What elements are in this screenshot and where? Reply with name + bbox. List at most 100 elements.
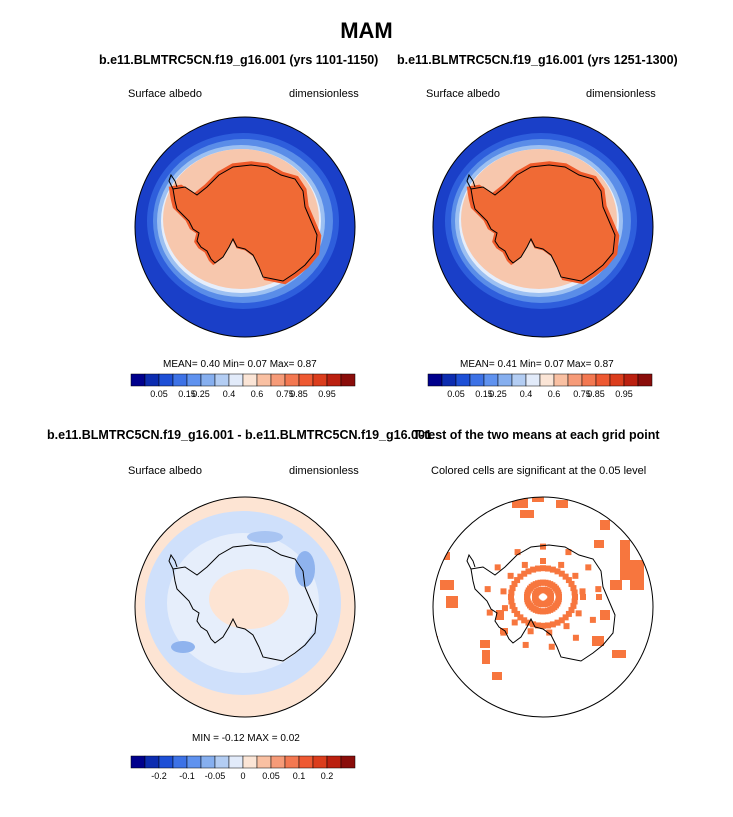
colorbar-swatch bbox=[285, 756, 299, 768]
significant-cell bbox=[595, 586, 601, 592]
colorbar-2: 0.05 0.150.25 0.4 0.6 0.750.85 0.95 bbox=[428, 374, 652, 399]
colorbar-tick-label: 0.05 bbox=[447, 389, 465, 399]
significant-cell bbox=[487, 610, 493, 616]
colorbar-swatch bbox=[215, 756, 229, 768]
colorbar-swatch bbox=[299, 374, 313, 386]
colorbar-tick-label: 0.95 bbox=[615, 389, 633, 399]
significant-cell bbox=[580, 594, 586, 600]
colorbar-tick-label: -0.2 bbox=[151, 771, 167, 781]
colorbar-swatch bbox=[285, 374, 299, 386]
significant-cell bbox=[610, 580, 622, 590]
significant-cell bbox=[572, 589, 578, 595]
colorbar-swatch bbox=[638, 374, 652, 386]
significant-cell bbox=[508, 573, 514, 579]
colorbar-tick-label: 0.85 bbox=[587, 389, 605, 399]
significant-cell bbox=[556, 592, 562, 598]
colorbar-swatch bbox=[145, 374, 159, 386]
panel-1-map bbox=[135, 117, 355, 337]
colorbar-swatch bbox=[243, 374, 257, 386]
colorbar-swatch bbox=[540, 374, 554, 386]
colorbar-tick-label: 0.6 bbox=[548, 389, 561, 399]
colorbar-swatch bbox=[526, 374, 540, 386]
significant-cell bbox=[556, 500, 568, 508]
colorbar-3: -0.2 -0.1 -0.05 0 0.05 0.1 0.2 bbox=[131, 756, 355, 781]
colorbar-swatch bbox=[159, 756, 173, 768]
colorbar-swatch bbox=[610, 374, 624, 386]
significant-cell bbox=[492, 672, 502, 680]
colorbar-swatch bbox=[596, 374, 610, 386]
colorbar-swatch bbox=[498, 374, 512, 386]
significant-cell bbox=[482, 650, 490, 664]
significant-cell bbox=[446, 596, 458, 608]
significant-cell bbox=[540, 558, 546, 564]
significant-cell bbox=[523, 642, 529, 648]
colorbar-tick-label: 0.4 bbox=[520, 389, 533, 399]
colorbar-swatch bbox=[341, 374, 355, 386]
colorbar-swatch bbox=[201, 756, 215, 768]
colorbar-tick-label: -0.05 bbox=[205, 771, 226, 781]
colorbar-tick-label: 0.25 bbox=[192, 389, 210, 399]
significant-cell bbox=[585, 564, 591, 570]
colorbar-swatch bbox=[327, 374, 341, 386]
significant-cell bbox=[502, 605, 508, 611]
colorbar-swatch bbox=[243, 756, 257, 768]
colorbar-tick-label: 0.95 bbox=[318, 389, 336, 399]
colorbar-swatch bbox=[215, 374, 229, 386]
colorbar-swatch bbox=[624, 374, 638, 386]
colorbar-swatch bbox=[313, 756, 327, 768]
panel-2-map bbox=[433, 117, 653, 337]
colorbar-tick-label: 0.6 bbox=[251, 389, 264, 399]
colorbar-tick-label: 0.85 bbox=[290, 389, 308, 399]
colorbar-swatch bbox=[341, 756, 355, 768]
colorbar-tick-label: -0.1 bbox=[179, 771, 195, 781]
significant-cell bbox=[512, 619, 518, 625]
colorbar-swatch bbox=[173, 756, 187, 768]
colorbar-tick-label: 0.1 bbox=[293, 771, 306, 781]
colorbar-1: 0.05 0.150.25 0.4 0.6 0.750.85 0.95 bbox=[131, 374, 355, 399]
significant-cell bbox=[580, 588, 586, 594]
significant-cell bbox=[606, 500, 614, 508]
significant-cell bbox=[600, 520, 610, 530]
colorbar-swatch bbox=[187, 756, 201, 768]
colorbar-swatch bbox=[299, 756, 313, 768]
colorbar-swatch bbox=[201, 374, 215, 386]
colorbar-tick-label: 0.25 bbox=[489, 389, 507, 399]
colorbar-swatch bbox=[131, 756, 145, 768]
colorbar-tick-label: 0.05 bbox=[150, 389, 168, 399]
significant-cell bbox=[592, 636, 604, 646]
significant-cell bbox=[522, 562, 528, 568]
significant-cell bbox=[548, 593, 554, 599]
significant-cell bbox=[576, 610, 582, 616]
significant-cell bbox=[596, 594, 602, 600]
significant-cell bbox=[558, 562, 564, 568]
significant-cell bbox=[528, 628, 534, 634]
significant-cell bbox=[572, 573, 578, 579]
colorbar-swatch bbox=[554, 374, 568, 386]
significant-cell bbox=[485, 586, 491, 592]
significant-cell bbox=[549, 644, 555, 650]
colorbar-swatch bbox=[327, 756, 341, 768]
colorbar-tick-label: 0 bbox=[240, 771, 245, 781]
significant-cell bbox=[620, 540, 630, 580]
significant-cell bbox=[495, 564, 501, 570]
colorbar-swatch bbox=[313, 374, 327, 386]
colorbar-swatch bbox=[131, 374, 145, 386]
colorbar-swatch bbox=[257, 756, 271, 768]
significant-cell bbox=[440, 580, 454, 590]
significant-cell bbox=[564, 623, 570, 629]
significant-cell bbox=[600, 610, 610, 620]
colorbar-swatch bbox=[484, 374, 498, 386]
colorbar-swatch bbox=[257, 374, 271, 386]
significant-cell bbox=[573, 635, 579, 641]
significant-cell bbox=[480, 640, 490, 648]
significant-cell bbox=[594, 540, 604, 548]
significant-cell bbox=[496, 610, 504, 620]
colorbar-tick-label: 0.2 bbox=[321, 771, 334, 781]
colorbar-swatch bbox=[159, 374, 173, 386]
colorbar-swatch bbox=[456, 374, 470, 386]
colorbar-swatch bbox=[512, 374, 526, 386]
colorbar-tick-label: 0.05 bbox=[262, 771, 280, 781]
colorbar-swatch bbox=[582, 374, 596, 386]
colorbar-swatch bbox=[568, 374, 582, 386]
